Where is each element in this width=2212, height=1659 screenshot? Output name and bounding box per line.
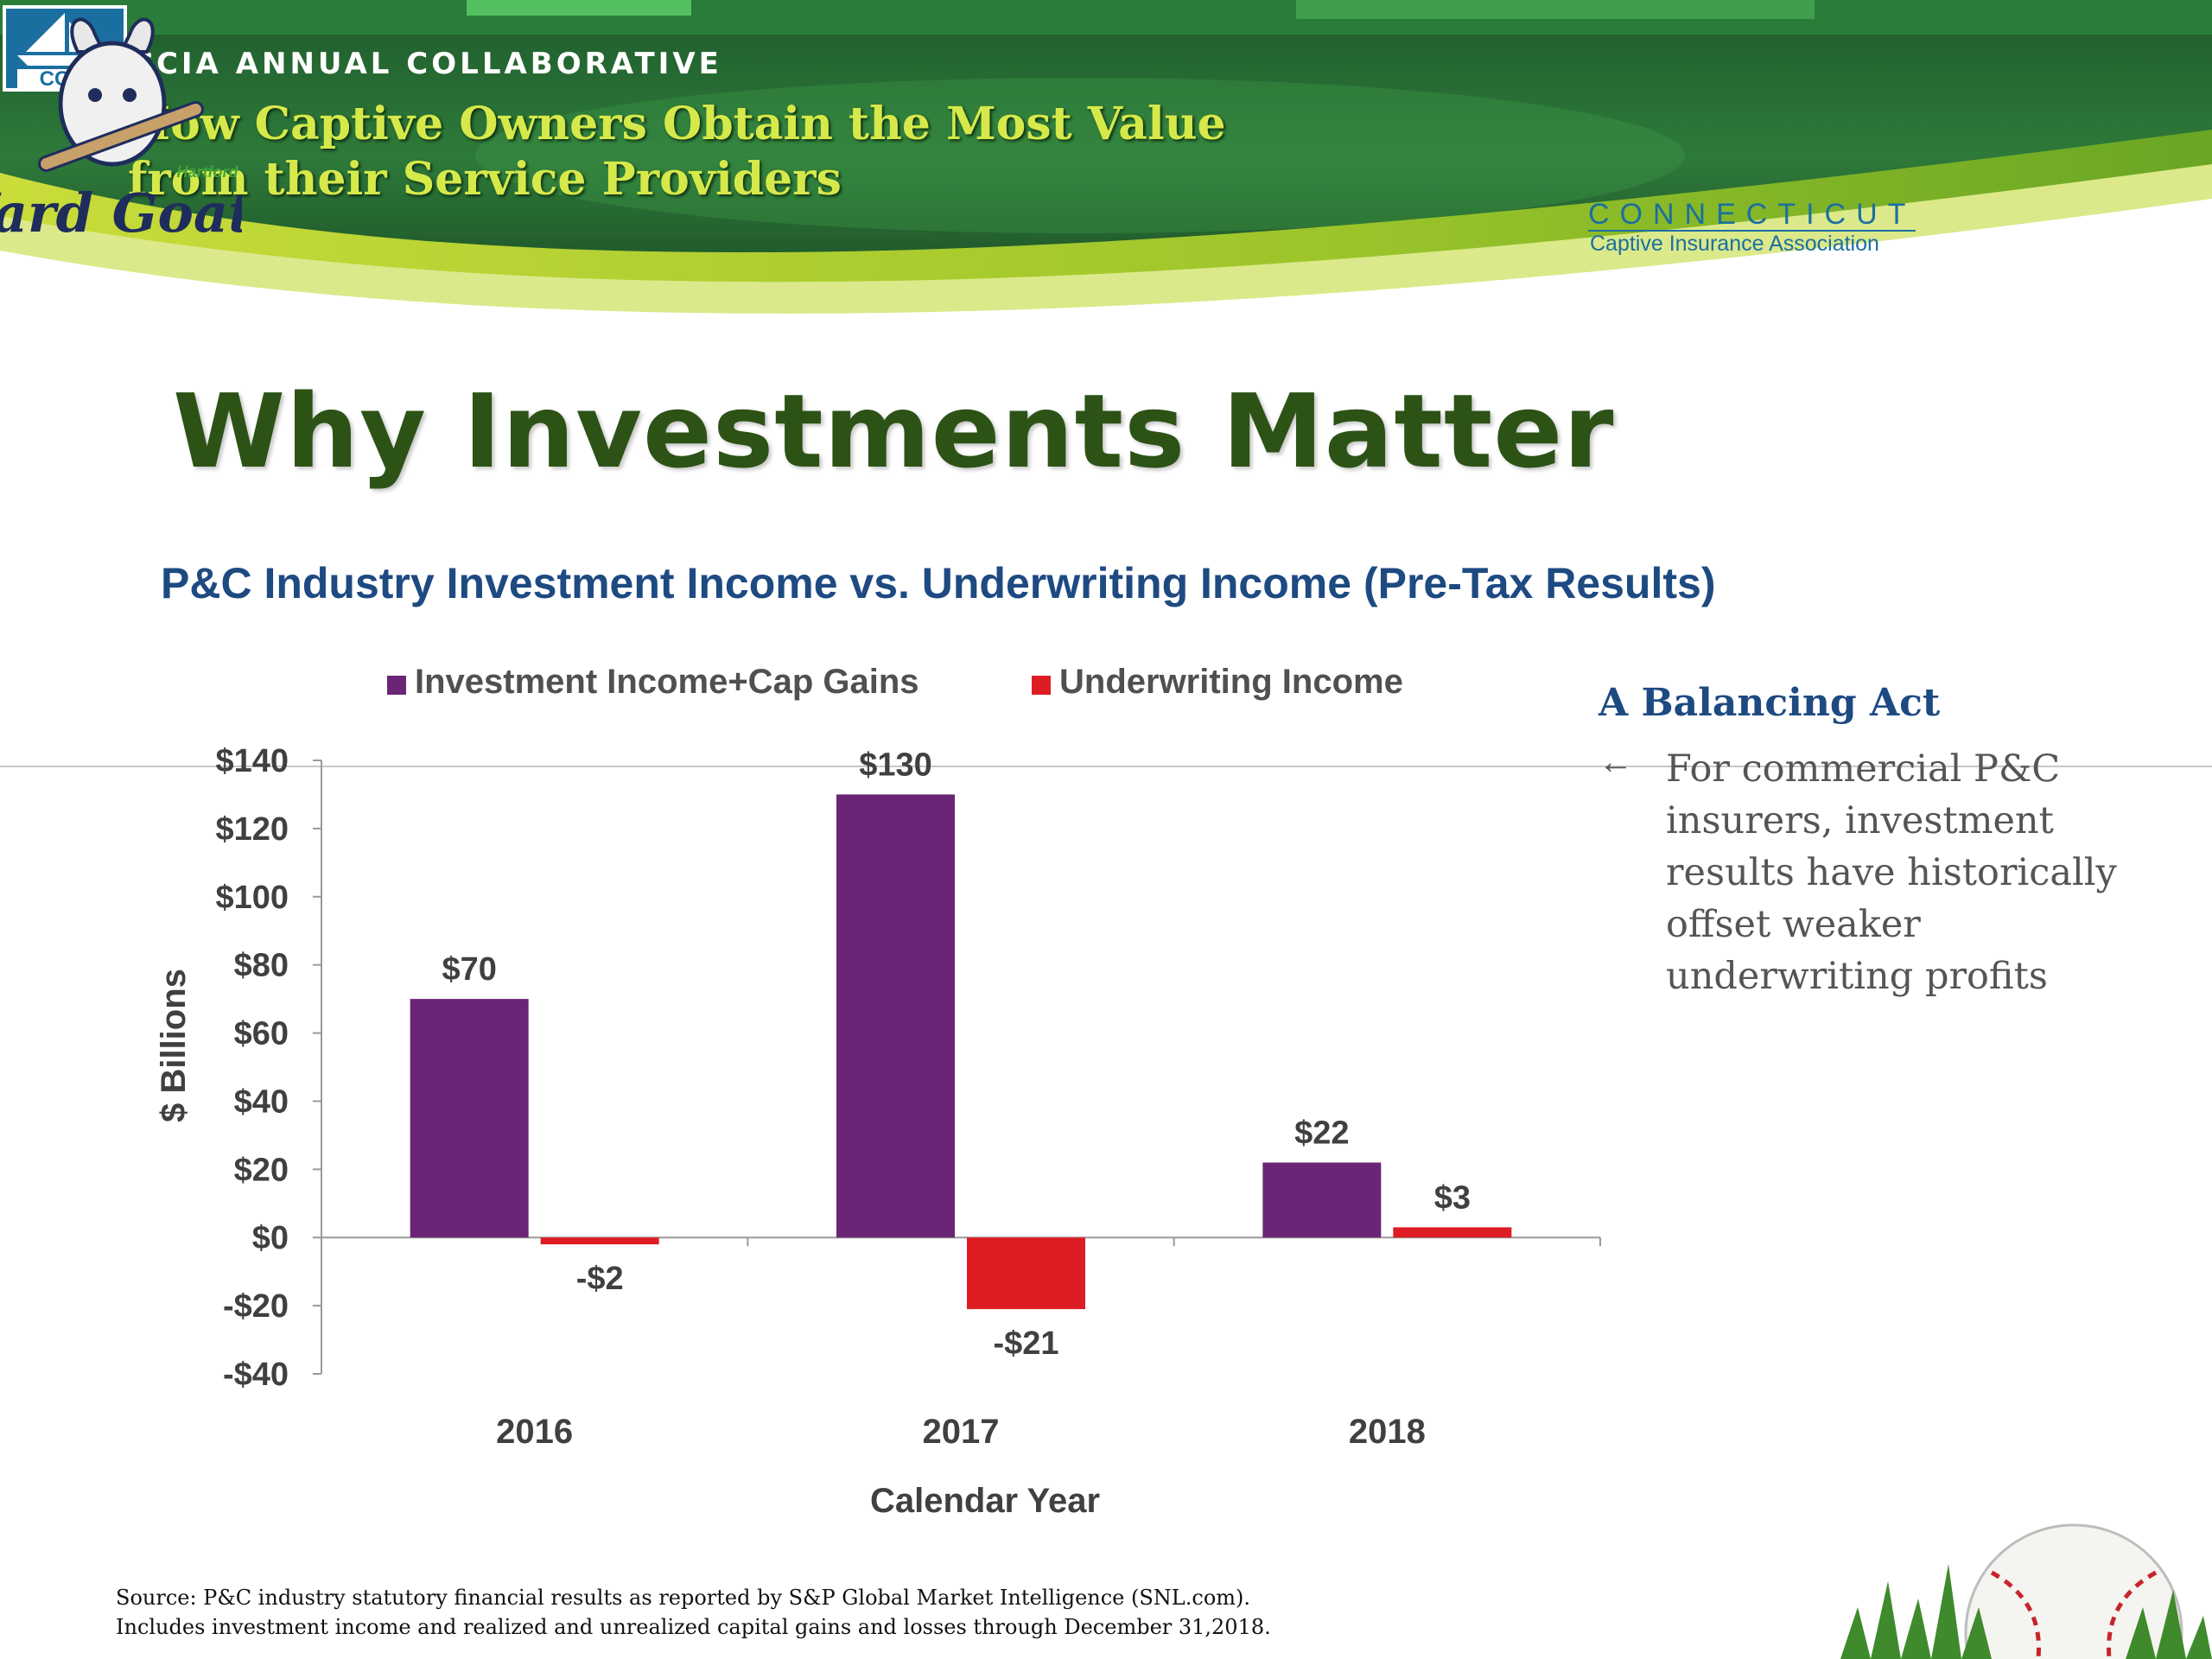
yard-goats-text: Yard Goats [0, 181, 242, 245]
data-label: $130 [859, 747, 932, 783]
x-tick-label: 2016 [496, 1413, 573, 1451]
event-title-line1: How Captive Owners Obtain the Most Value [128, 98, 1226, 150]
slide-title: Why Investments Matter [173, 372, 1615, 491]
yard-goats-logo: Yard Goats Hartford [0, 17, 242, 245]
data-label: -$2 [576, 1261, 624, 1297]
bar-investment-income [1262, 1162, 1382, 1238]
y-axis-title: $ Billions [155, 969, 193, 1122]
bar-underwriting-income [1393, 1227, 1512, 1238]
baseball-icon [1840, 1523, 2212, 1659]
data-label: $70 [442, 951, 496, 988]
y-tick-label: -$20 [223, 1288, 289, 1325]
x-tick-label: 2018 [1349, 1413, 1426, 1451]
sidebar-heading: A Balancing Act [1599, 681, 1941, 725]
y-tick-label: $0 [252, 1220, 289, 1256]
source-line2: Includes investment income and realized … [116, 1615, 1271, 1639]
x-axis-title: Calendar Year [870, 1482, 1100, 1520]
y-tick-label: $120 [215, 811, 289, 848]
bar-underwriting-income [540, 1237, 659, 1245]
bar-chart: $140 $120 $100 $80 $60 $40 $20 $0 -$20 -$40 2016 $7… [155, 663, 1601, 1520]
data-label: $3 [1434, 1179, 1471, 1216]
legend-label: Underwriting Income [1059, 663, 1403, 701]
bar-investment-income [410, 999, 529, 1238]
data-label: $22 [1294, 1115, 1349, 1151]
y-tick-label: -$40 [223, 1357, 289, 1393]
legend-swatch [387, 676, 406, 695]
header-banner: CCIA ANNUAL COLLABORATIVE How Captive Ow… [0, 0, 2212, 397]
legend-swatch [1032, 676, 1051, 695]
y-tick-label: $100 [215, 880, 289, 916]
y-tick-label: $140 [215, 743, 289, 779]
bar-underwriting-income [967, 1237, 1085, 1310]
data-label: -$21 [993, 1325, 1058, 1362]
event-label: CCIA ANNUAL COLLABORATIVE [131, 47, 722, 81]
event-title-line2: from their Service Providers [128, 153, 842, 206]
y-tick-label: $20 [234, 1152, 289, 1188]
bar-investment-income [836, 794, 955, 1238]
sidebar-text: For commercial P&C insurers, investment … [1666, 747, 2117, 998]
ccia-connecticut-text: CONNECTICUT [1588, 198, 1916, 232]
divider-line [0, 766, 2212, 767]
chart-subtitle: P&C Industry Investment Income vs. Under… [161, 559, 1716, 607]
ccia-association-text: Captive Insurance Association [1590, 232, 1879, 256]
left-arrow-icon: ← [1599, 743, 1633, 781]
legend-label: Investment Income+Cap Gains [415, 663, 919, 701]
y-tick-label: $40 [234, 1084, 289, 1120]
y-tick-label: $80 [234, 948, 289, 984]
source-note: Source: P&C industry statutory financial… [116, 1583, 1271, 1642]
hartford-text: Hartford [177, 163, 239, 181]
x-tick-label: 2017 [923, 1413, 1000, 1451]
event-title: How Captive Owners Obtain the Most Value… [128, 97, 1226, 207]
y-tick-label: $60 [234, 1016, 289, 1052]
source-line1: Source: P&C industry statutory financial… [116, 1586, 1251, 1610]
banner-background [0, 0, 2212, 397]
